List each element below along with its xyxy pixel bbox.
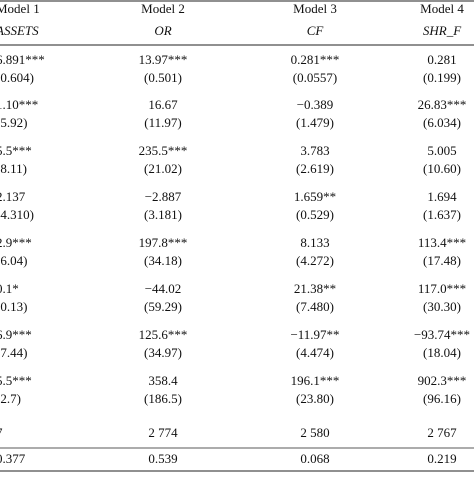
column-header: Model 1 bbox=[0, 1, 40, 16]
cell-value: 6.9*** bbox=[0, 327, 32, 342]
std-error: (0.13) bbox=[0, 299, 27, 314]
std-error: (3.181) bbox=[144, 207, 182, 222]
cell-value: 5.005 bbox=[427, 143, 456, 158]
variable-name: ASSETS bbox=[0, 23, 39, 38]
cell-value: 196.1*** bbox=[291, 373, 340, 388]
std-error: (17.48) bbox=[423, 253, 461, 268]
cell-value: 5.5*** bbox=[0, 143, 32, 158]
cell-value: 3.783 bbox=[300, 143, 329, 158]
std-error: (1.637) bbox=[423, 207, 461, 222]
std-error: (34.97) bbox=[144, 345, 182, 360]
cell-value: 902.3*** bbox=[418, 373, 467, 388]
std-error: (0.501) bbox=[144, 70, 182, 85]
cell-value: 1.659** bbox=[294, 189, 336, 204]
variable-name: OR bbox=[154, 23, 171, 38]
std-error: (5.92) bbox=[0, 115, 27, 130]
variable-name: SHR_F bbox=[423, 23, 462, 38]
std-error: (30.30) bbox=[423, 299, 461, 314]
cell-value: 0.539 bbox=[148, 451, 177, 466]
std-error: (59.29) bbox=[144, 299, 182, 314]
std-error: (96.16) bbox=[423, 391, 461, 406]
cell-value: 235.5*** bbox=[139, 143, 188, 158]
cell-value: 0.219 bbox=[427, 451, 456, 466]
std-error: (23.80) bbox=[296, 391, 334, 406]
cell-value: −44.02 bbox=[145, 281, 182, 296]
cell-value: −0.389 bbox=[297, 97, 334, 112]
cell-value: 5.5*** bbox=[0, 373, 32, 388]
std-error: (186.5) bbox=[144, 391, 182, 406]
cell-value: 0.377 bbox=[0, 451, 26, 466]
variable-name: CF bbox=[307, 23, 325, 38]
std-error: (18.04) bbox=[423, 345, 461, 360]
std-error: (2.7) bbox=[0, 391, 21, 406]
std-error: (34.18) bbox=[144, 253, 182, 268]
cell-value: −93.74*** bbox=[414, 327, 470, 342]
cell-value: 2 774 bbox=[148, 425, 178, 440]
std-error: (6.034) bbox=[423, 115, 461, 130]
std-error: (21.02) bbox=[144, 161, 182, 176]
cell-value: 125.6*** bbox=[139, 327, 188, 342]
std-error: (7.44) bbox=[0, 345, 27, 360]
cell-value: 1.694 bbox=[427, 189, 457, 204]
cell-value: 2 580 bbox=[300, 425, 329, 440]
cell-value: 197.8*** bbox=[139, 235, 188, 250]
cell-value: 0.068 bbox=[300, 451, 329, 466]
std-error: (0.0557) bbox=[293, 70, 337, 85]
cell-value: 7 bbox=[0, 425, 3, 440]
cell-value: 0.281*** bbox=[291, 52, 340, 67]
std-error: (4.474) bbox=[296, 345, 334, 360]
cell-value: −11.97** bbox=[290, 327, 339, 342]
std-error: (2.619) bbox=[296, 161, 334, 176]
cell-value: −2.887 bbox=[145, 189, 182, 204]
cell-value: 13.97*** bbox=[139, 52, 188, 67]
cell-value: 2.9*** bbox=[0, 235, 32, 250]
std-error: (0.604) bbox=[0, 70, 34, 85]
std-error: (1.479) bbox=[296, 115, 334, 130]
cell-value: 117.0*** bbox=[418, 281, 466, 296]
column-header: Model 2 bbox=[141, 1, 185, 16]
cell-value: 1.10*** bbox=[0, 97, 38, 112]
cell-value: 113.4*** bbox=[418, 235, 466, 250]
cell-value: 0.281 bbox=[427, 52, 456, 67]
cell-value: 358.4 bbox=[148, 373, 178, 388]
cell-value: 6.891*** bbox=[0, 52, 45, 67]
std-error: (4.272) bbox=[296, 253, 334, 268]
std-error: (10.60) bbox=[423, 161, 461, 176]
std-error: (8.11) bbox=[0, 161, 27, 176]
std-error: (4.310) bbox=[0, 207, 34, 222]
cell-value: 26.83*** bbox=[418, 97, 467, 112]
std-error: (0.529) bbox=[296, 207, 334, 222]
cell-value: 16.67 bbox=[148, 97, 178, 112]
std-error: (11.97) bbox=[144, 115, 181, 130]
std-error: (6.04) bbox=[0, 253, 27, 268]
std-error: (7.480) bbox=[296, 299, 334, 314]
cell-value: 8.133 bbox=[300, 235, 329, 250]
column-header: Model 4 bbox=[420, 1, 464, 16]
cell-value: 2 767 bbox=[427, 425, 457, 440]
column-header: Model 3 bbox=[293, 1, 337, 16]
std-error: (0.199) bbox=[423, 70, 461, 85]
cell-value: 0.1* bbox=[0, 281, 19, 296]
cell-value: 2.137 bbox=[0, 189, 26, 204]
cell-value: 21.38** bbox=[294, 281, 336, 296]
